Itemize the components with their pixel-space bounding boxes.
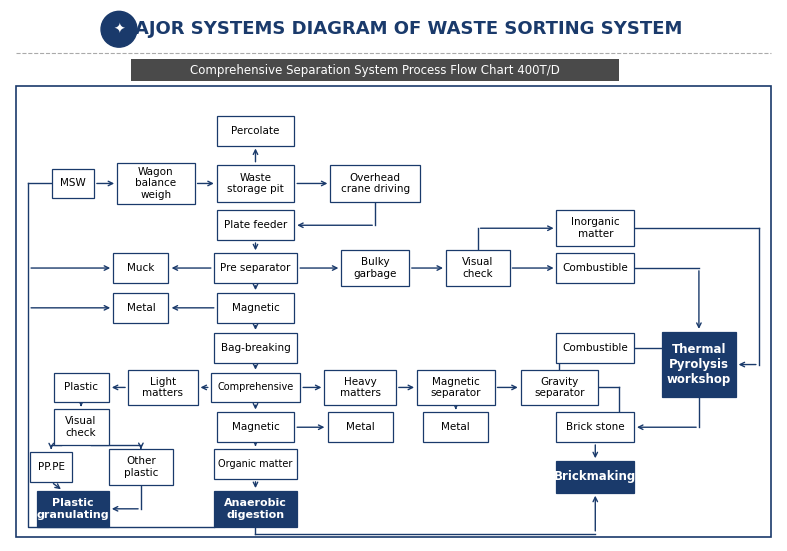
Text: Comprehensive Separation System Process Flow Chart 400T/D: Comprehensive Separation System Process … <box>190 63 560 77</box>
Text: Plastic
granulating: Plastic granulating <box>37 498 109 520</box>
FancyBboxPatch shape <box>556 461 634 493</box>
FancyBboxPatch shape <box>213 491 297 527</box>
Text: Overhead
crane driving: Overhead crane driving <box>341 172 409 195</box>
Text: PP.PE: PP.PE <box>38 462 65 472</box>
FancyBboxPatch shape <box>216 293 294 323</box>
Text: Pre separator: Pre separator <box>220 263 290 273</box>
FancyBboxPatch shape <box>216 210 294 240</box>
FancyBboxPatch shape <box>417 370 495 406</box>
Text: Gravity
separator: Gravity separator <box>534 377 585 398</box>
FancyBboxPatch shape <box>213 449 297 479</box>
Text: Inorganic
matter: Inorganic matter <box>571 218 619 239</box>
FancyBboxPatch shape <box>213 333 297 363</box>
FancyBboxPatch shape <box>52 169 94 198</box>
Text: Anaerobic
digestion: Anaerobic digestion <box>224 498 287 520</box>
FancyBboxPatch shape <box>423 412 488 442</box>
FancyBboxPatch shape <box>342 250 409 286</box>
FancyBboxPatch shape <box>213 253 297 283</box>
FancyBboxPatch shape <box>520 370 598 406</box>
Text: Metal: Metal <box>127 303 155 313</box>
Text: Plate feeder: Plate feeder <box>224 220 287 230</box>
Text: Other
plastic: Other plastic <box>124 456 158 478</box>
FancyBboxPatch shape <box>128 370 198 406</box>
FancyBboxPatch shape <box>113 293 168 323</box>
FancyBboxPatch shape <box>117 163 194 204</box>
Text: Combustible: Combustible <box>563 263 628 273</box>
FancyBboxPatch shape <box>109 449 173 485</box>
Text: Thermal
Pyrolysis
workshop: Thermal Pyrolysis workshop <box>667 343 731 386</box>
FancyBboxPatch shape <box>216 412 294 442</box>
FancyBboxPatch shape <box>556 210 634 246</box>
Text: Magnetic: Magnetic <box>231 422 279 432</box>
Text: Magnetic
separator: Magnetic separator <box>430 377 481 398</box>
Text: Comprehensive: Comprehensive <box>217 382 294 392</box>
Text: Magnetic: Magnetic <box>231 303 279 313</box>
Text: Bag-breaking: Bag-breaking <box>220 343 290 353</box>
Text: Brickmaking: Brickmaking <box>554 471 637 483</box>
FancyBboxPatch shape <box>216 116 294 145</box>
FancyBboxPatch shape <box>37 491 109 527</box>
FancyBboxPatch shape <box>662 332 736 397</box>
FancyBboxPatch shape <box>556 253 634 283</box>
FancyBboxPatch shape <box>131 59 619 81</box>
Text: Visual
check: Visual check <box>462 257 493 279</box>
Text: Light
matters: Light matters <box>142 377 183 398</box>
Text: Muck: Muck <box>127 263 154 273</box>
Text: ✦: ✦ <box>113 22 125 36</box>
FancyBboxPatch shape <box>324 370 396 406</box>
Text: Plastic: Plastic <box>64 382 98 392</box>
Text: Waste
storage pit: Waste storage pit <box>227 172 284 195</box>
FancyBboxPatch shape <box>331 165 420 202</box>
FancyBboxPatch shape <box>327 412 393 442</box>
Text: Wagon
balance
weigh: Wagon balance weigh <box>135 167 176 200</box>
FancyBboxPatch shape <box>216 165 294 202</box>
Text: MAJOR SYSTEMS DIAGRAM OF WASTE SORTING SYSTEM: MAJOR SYSTEMS DIAGRAM OF WASTE SORTING S… <box>117 20 682 38</box>
FancyBboxPatch shape <box>556 333 634 363</box>
Circle shape <box>101 12 137 47</box>
FancyBboxPatch shape <box>30 452 72 482</box>
Text: Brick stone: Brick stone <box>566 422 625 432</box>
FancyBboxPatch shape <box>445 250 510 286</box>
FancyBboxPatch shape <box>54 409 109 445</box>
FancyBboxPatch shape <box>113 253 168 283</box>
Text: Visual
check: Visual check <box>65 417 97 438</box>
FancyBboxPatch shape <box>54 372 109 402</box>
Text: Heavy
matters: Heavy matters <box>340 377 381 398</box>
FancyBboxPatch shape <box>556 412 634 442</box>
FancyBboxPatch shape <box>211 372 301 402</box>
Text: Combustible: Combustible <box>563 343 628 353</box>
Text: Metal: Metal <box>442 422 470 432</box>
Text: Metal: Metal <box>345 422 375 432</box>
Text: Organic matter: Organic matter <box>218 459 293 469</box>
Text: Bulky
garbage: Bulky garbage <box>353 257 397 279</box>
Text: MSW: MSW <box>61 179 86 188</box>
Text: Percolate: Percolate <box>231 126 279 136</box>
